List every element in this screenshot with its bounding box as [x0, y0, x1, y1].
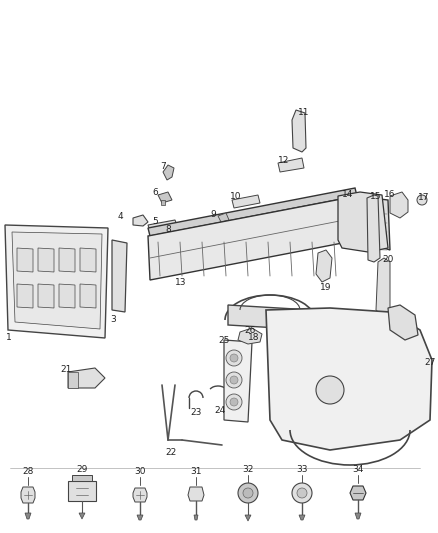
Text: 19: 19 [320, 283, 332, 292]
Polygon shape [59, 248, 75, 272]
Polygon shape [390, 192, 408, 218]
Text: 7: 7 [160, 162, 166, 171]
Text: 17: 17 [418, 193, 430, 202]
Polygon shape [12, 232, 102, 329]
Text: 8: 8 [165, 225, 171, 234]
Polygon shape [148, 188, 357, 236]
Polygon shape [133, 488, 147, 502]
Polygon shape [80, 248, 96, 272]
Polygon shape [350, 486, 366, 500]
Polygon shape [112, 240, 127, 312]
Polygon shape [79, 513, 85, 519]
Polygon shape [68, 372, 78, 388]
Text: 6: 6 [152, 188, 158, 197]
Circle shape [316, 376, 344, 404]
Polygon shape [68, 481, 96, 501]
Polygon shape [72, 475, 92, 481]
Polygon shape [38, 284, 54, 308]
Text: 5: 5 [152, 217, 158, 226]
Circle shape [226, 394, 242, 410]
Polygon shape [299, 515, 305, 520]
Polygon shape [133, 215, 148, 226]
Polygon shape [292, 110, 306, 152]
Text: 24: 24 [214, 406, 225, 415]
Text: 12: 12 [278, 156, 290, 165]
Circle shape [297, 488, 307, 498]
Polygon shape [188, 487, 204, 501]
Text: 13: 13 [175, 278, 187, 287]
Text: 10: 10 [230, 192, 241, 201]
Polygon shape [338, 192, 388, 252]
Text: 14: 14 [342, 190, 353, 199]
Polygon shape [245, 515, 251, 521]
Polygon shape [367, 195, 380, 262]
Text: 20: 20 [382, 255, 393, 264]
Polygon shape [355, 196, 390, 250]
Polygon shape [376, 258, 390, 316]
Text: 4: 4 [118, 212, 124, 221]
Polygon shape [148, 220, 178, 234]
Text: 27: 27 [424, 358, 435, 367]
Text: 3: 3 [110, 315, 116, 324]
Text: 15: 15 [370, 192, 381, 201]
Text: 28: 28 [22, 467, 34, 476]
Text: 30: 30 [134, 467, 146, 476]
Text: 25: 25 [218, 336, 230, 345]
Polygon shape [21, 487, 35, 503]
Polygon shape [80, 284, 96, 308]
Polygon shape [163, 165, 174, 180]
Circle shape [226, 350, 242, 366]
Polygon shape [17, 248, 33, 272]
Text: 1: 1 [6, 333, 12, 342]
Polygon shape [238, 328, 262, 344]
Polygon shape [148, 196, 358, 280]
Polygon shape [316, 250, 332, 282]
Circle shape [292, 483, 312, 503]
Polygon shape [232, 195, 260, 208]
Polygon shape [137, 515, 143, 520]
Text: 29: 29 [76, 465, 88, 474]
Polygon shape [388, 305, 418, 340]
Polygon shape [194, 515, 198, 520]
Polygon shape [161, 200, 165, 205]
Polygon shape [266, 308, 432, 450]
Polygon shape [17, 284, 33, 308]
Text: 23: 23 [190, 408, 201, 417]
Polygon shape [158, 192, 172, 203]
Polygon shape [355, 513, 361, 519]
Circle shape [417, 195, 427, 205]
Polygon shape [59, 284, 75, 308]
Circle shape [243, 488, 253, 498]
Polygon shape [68, 368, 105, 388]
Polygon shape [5, 225, 108, 338]
Polygon shape [218, 213, 229, 222]
Text: 18: 18 [248, 333, 259, 342]
Polygon shape [25, 513, 31, 519]
Polygon shape [38, 248, 54, 272]
Text: 22: 22 [165, 448, 176, 457]
Text: 26: 26 [244, 326, 255, 335]
Circle shape [230, 376, 238, 384]
Circle shape [230, 354, 238, 362]
Text: 34: 34 [352, 465, 364, 474]
Polygon shape [224, 340, 252, 422]
Polygon shape [278, 158, 304, 172]
Text: 21: 21 [60, 365, 71, 374]
Circle shape [230, 398, 238, 406]
Text: 31: 31 [190, 467, 202, 476]
Circle shape [226, 372, 242, 388]
Polygon shape [228, 305, 312, 330]
Text: 32: 32 [242, 465, 254, 474]
Circle shape [238, 483, 258, 503]
Text: 9: 9 [210, 210, 216, 219]
Text: 16: 16 [384, 190, 396, 199]
Text: 11: 11 [298, 108, 310, 117]
Text: 33: 33 [296, 465, 308, 474]
